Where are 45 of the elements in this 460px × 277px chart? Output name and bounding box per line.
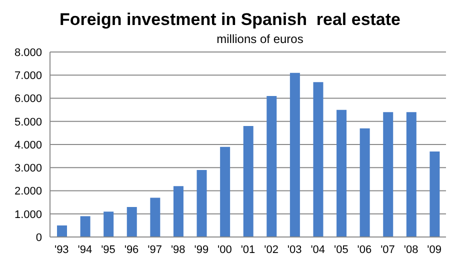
x-tick-label: '93	[54, 244, 69, 256]
y-tick-label: 4.000	[14, 139, 42, 152]
y-tick-label: 1.000	[14, 208, 42, 221]
bar	[57, 225, 67, 237]
x-tick-label: '94	[78, 244, 92, 256]
y-tick-label: 5.000	[14, 116, 42, 128]
bar	[336, 110, 347, 237]
bar	[196, 170, 207, 237]
bar	[313, 82, 324, 237]
x-tick-label: '03	[287, 244, 302, 256]
x-tick-label: '08	[404, 244, 418, 256]
bar	[150, 198, 160, 237]
y-tick-label: 2.000	[14, 186, 42, 198]
x-tick-label: '95	[101, 244, 116, 256]
y-tick-label: 7.000	[14, 70, 42, 82]
x-tick-label: '98	[170, 244, 186, 256]
chart-title: Foreign investment in Spanish real estate	[58, 9, 402, 30]
y-tick-label: 3.000	[14, 162, 42, 175]
y-tick-label: 0	[36, 232, 42, 244]
y-tick-label: 6.000	[14, 93, 42, 106]
chart-subtitle: millions of euros	[216, 32, 304, 46]
bar	[243, 126, 254, 237]
x-tick-label: '99	[194, 244, 209, 256]
x-tick-label: '01	[240, 244, 256, 256]
bar	[126, 206, 137, 237]
x-tick-label: '09	[427, 244, 442, 256]
bar	[220, 146, 230, 237]
bar	[104, 212, 114, 237]
bar	[290, 72, 300, 237]
x-tick-label: '00	[218, 244, 232, 256]
x-tick-label: '07	[380, 244, 395, 256]
x-tick-label: '06	[357, 244, 372, 256]
bar	[266, 96, 277, 237]
bar	[383, 112, 394, 237]
x-tick-label: '02	[264, 244, 278, 256]
bar	[406, 112, 416, 237]
bar	[430, 151, 440, 237]
x-tick-label: '97	[148, 244, 162, 256]
x-tick-label: '96	[124, 244, 139, 256]
bar	[173, 186, 184, 237]
bar	[80, 216, 90, 237]
y-tick-label: 8.000	[14, 46, 42, 59]
x-tick-label: '05	[334, 244, 348, 256]
x-tick-label: '04	[310, 244, 326, 256]
bar	[360, 128, 370, 237]
